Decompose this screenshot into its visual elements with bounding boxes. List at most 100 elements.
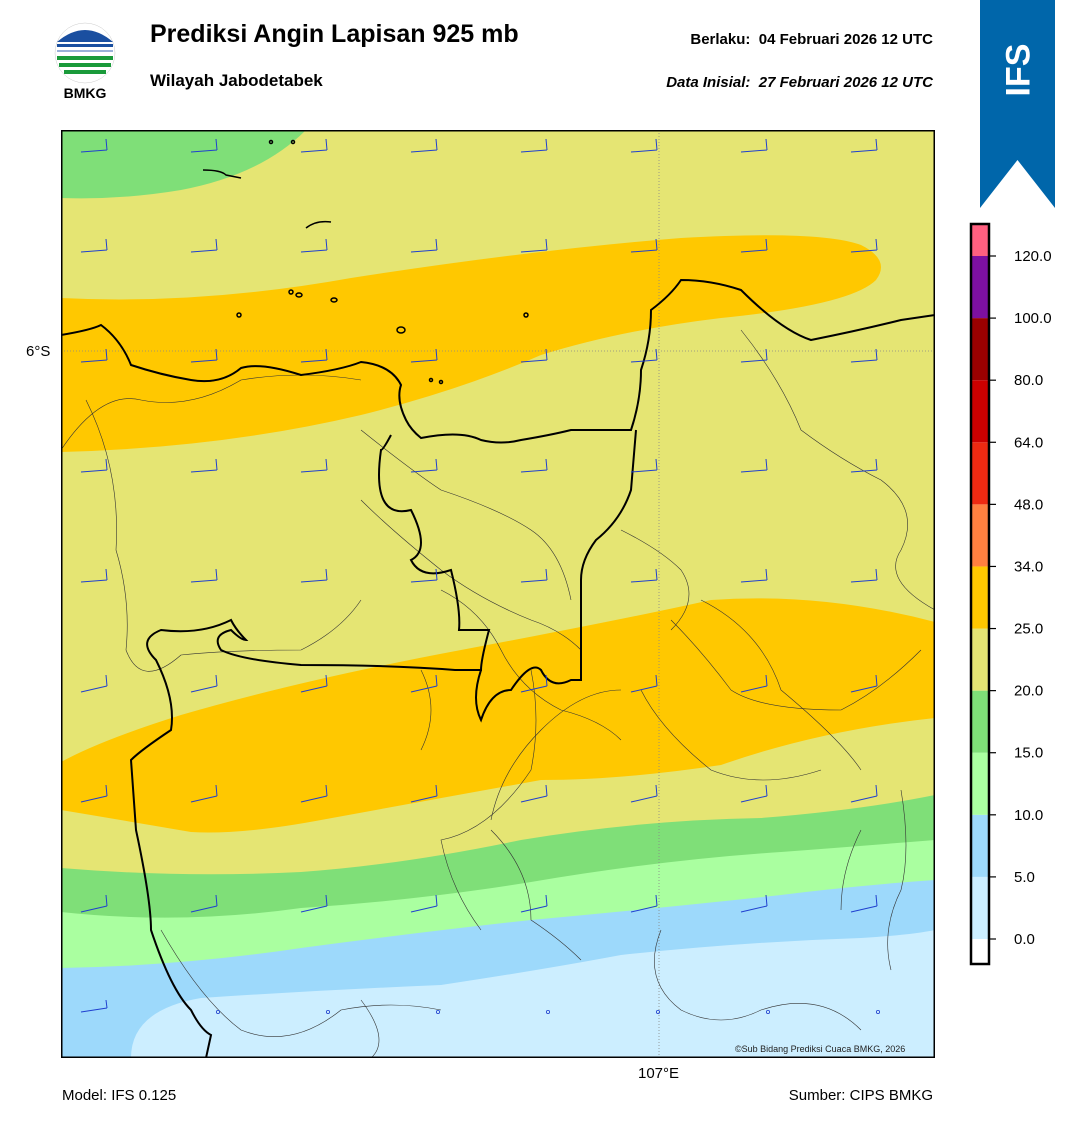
calm-marker (215, 1010, 220, 1015)
colorbar-block (971, 752, 989, 815)
wind-barb (520, 458, 548, 473)
wind-barb (410, 458, 438, 473)
wind-barb (410, 348, 438, 363)
wind-barb (300, 458, 328, 473)
wind-barb (190, 348, 218, 363)
colorbar-tick-label: 25.0 (1014, 621, 1043, 638)
colorbar-tick-label: 20.0 (1014, 683, 1043, 700)
band-pale-blue (131, 930, 935, 1058)
colorbar-tick-label: 10.0 (1014, 807, 1043, 824)
init-value: 27 Februari 2026 12 UTC (758, 74, 933, 91)
wind-barb (190, 138, 218, 153)
wind-barb (190, 238, 218, 253)
wind-barb (410, 568, 438, 583)
wind-barb (410, 238, 438, 253)
wind-barb (630, 458, 658, 473)
bmkg-logo: BMKG (54, 22, 116, 101)
islands (202, 139, 529, 385)
colorbar-block (971, 442, 989, 505)
init-label: Data Inisial: (666, 74, 751, 91)
wind-barb (740, 138, 768, 153)
wind-barb (520, 568, 548, 583)
source-label: Sumber: CIPS BMKG (788, 1087, 933, 1104)
colorbar-tick-label: 15.0 (1014, 745, 1043, 762)
colorbar-block (971, 380, 989, 443)
colorbar-block (971, 939, 989, 964)
wind-barb (300, 784, 328, 803)
map-subtitle: Wilayah Jabodetabek (150, 71, 323, 90)
coastline (61, 278, 935, 1058)
wind-barb (850, 784, 878, 803)
wind-barb (850, 238, 878, 253)
calm-marker (545, 1010, 550, 1015)
band-orange-lower (61, 598, 935, 833)
colorbar-block (971, 690, 989, 753)
wind-barb (300, 674, 328, 693)
colorbar-tick-label: 64.0 (1014, 434, 1043, 451)
ifs-badge: IFS (980, 0, 1055, 208)
colorbar: 0.0 5.0 10.0 15.0 20.0 25.0 34.0 48.0 64.0 80.0 10… (969, 222, 1052, 966)
wind-barb (80, 999, 108, 1013)
wind-barb (630, 894, 658, 913)
colorbar-block (971, 504, 989, 567)
colorbar-block (971, 628, 989, 691)
wind-barb (80, 348, 108, 363)
wind-barb (740, 674, 768, 693)
map-title: Prediksi Angin Lapisan 925 mb (150, 20, 519, 48)
wind-barb (630, 138, 658, 153)
wind-barb (850, 458, 878, 473)
wind-barb (740, 458, 768, 473)
wind-barb (630, 348, 658, 363)
valid-value: 04 Februari 2026 12 UTC (758, 31, 933, 48)
ifs-badge-text: IFS (1000, 44, 1038, 97)
wind-barb (80, 458, 108, 473)
valid-label: Berlaku: (690, 31, 751, 48)
wind-barb (80, 568, 108, 583)
colorbar-block (971, 814, 989, 877)
band-orange-upper (61, 235, 881, 452)
colorbar-block (971, 876, 989, 939)
wind-barb (520, 348, 548, 363)
calm-markers (215, 1010, 881, 1015)
wind-barb (630, 674, 658, 693)
wind-barb (520, 138, 548, 153)
model-label: Model: IFS 0.125 (62, 1087, 177, 1104)
latitude-label: 6°S (26, 343, 51, 360)
wind-barb (520, 674, 548, 693)
colorbar-tick-label: 120.0 (1014, 248, 1052, 265)
wind-barb (410, 138, 438, 153)
wind-barb (80, 138, 108, 153)
colorbar-frame (969, 222, 991, 966)
wind-barb (850, 138, 878, 153)
colorbar-block (971, 566, 989, 629)
wind-barb (410, 674, 438, 693)
wind-barb (80, 674, 108, 693)
valid-time: Berlaku: 04 Februari 2026 12 UTC (690, 31, 933, 48)
wind-barb (190, 894, 218, 913)
calm-marker (876, 1010, 881, 1015)
wind-barb (300, 568, 328, 583)
colorbar-block (971, 318, 989, 381)
calm-marker (325, 1010, 330, 1015)
wind-barb (520, 238, 548, 253)
admin-borders (61, 329, 935, 1058)
colorbar-block (971, 256, 989, 319)
colorbar-tick-label: 34.0 (1014, 558, 1043, 575)
copyright-text: ©Sub Bidang Prediksi Cuaca BMKG, 2026 (735, 1044, 906, 1054)
wind-barb (630, 238, 658, 253)
wind-barb (190, 568, 218, 583)
band-green-top (61, 130, 306, 199)
logo-text: BMKG (64, 85, 107, 101)
colorbar-tick-label: 0.0 (1014, 931, 1035, 948)
calm-marker (435, 1010, 440, 1015)
wind-barb (740, 784, 768, 803)
colorbar-tick-label: 100.0 (1014, 310, 1052, 327)
wind-barb (520, 784, 548, 803)
wind-barb (520, 894, 548, 913)
colorbar-blocks (971, 224, 989, 964)
wind-barb (80, 784, 108, 803)
wind-barb (850, 568, 878, 583)
colorbar-ticks: 0.0 5.0 10.0 15.0 20.0 25.0 34.0 48.0 64.0 80.0 10… (989, 248, 1052, 948)
wind-map (61, 130, 935, 1058)
wind-barb (740, 894, 768, 913)
